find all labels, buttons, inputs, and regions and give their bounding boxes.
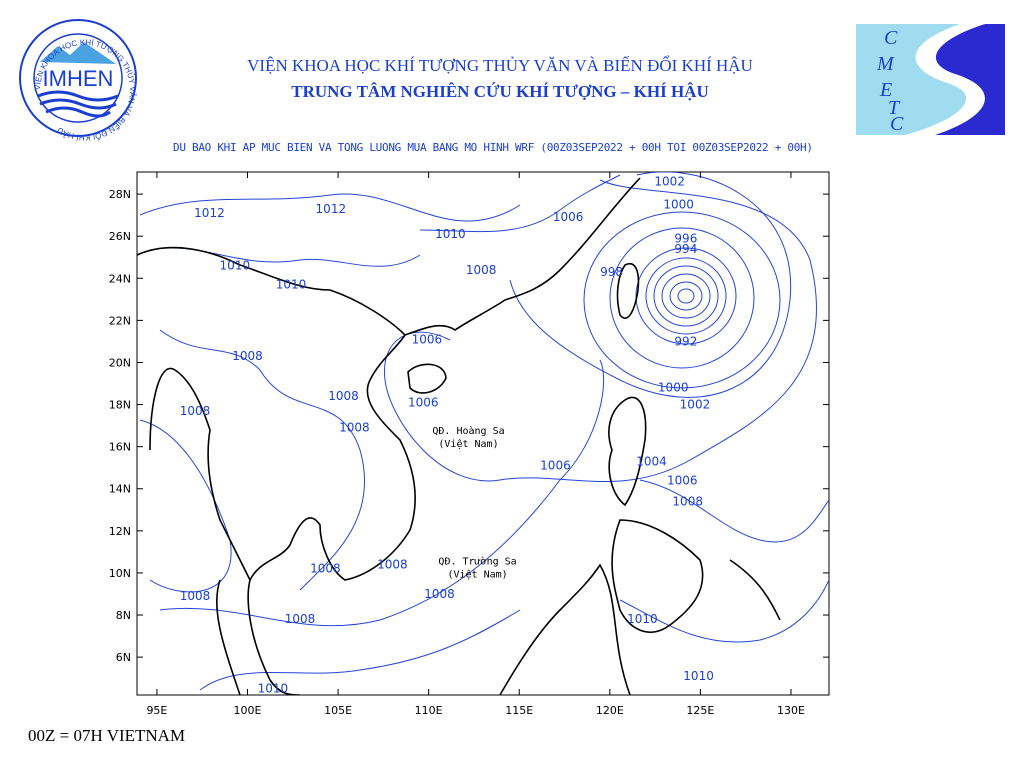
logo-letter: C [884,27,898,49]
contours [139,172,829,691]
header-line1: VIỆN KHOA HỌC KHÍ TƯỢNG THỦY VĂN VÀ BIẾN… [247,55,753,75]
contour-label: 1008 [285,612,316,626]
contour-label: 1006 [412,332,443,346]
y-tick-label: 10N [109,567,131,580]
contour-label: 1008 [232,349,263,363]
x-tick-label: 120E [596,704,624,717]
contour-label: 1008 [466,263,497,277]
footer: 00Z = 07H VIETNAM [28,726,185,745]
contour-label: 1010 [435,227,466,241]
contour-label: 1000 [663,198,694,212]
contour-label: 1008 [424,587,455,601]
contour-label: 1012 [194,206,225,220]
y-tick-label: 12N [109,525,131,538]
logo-name: IMHEN [43,66,114,91]
contour-label: 1010 [276,278,307,292]
x-tick-label: 130E [777,704,805,717]
y-tick-label: 26N [109,230,131,243]
coastlines [137,177,781,695]
contour-label: 1008 [672,494,703,508]
contour-label: 1008 [180,404,211,418]
logo-letter: C [890,113,904,135]
contour-label: 1010 [258,682,289,696]
place-note: (Việt Nam) [447,569,507,581]
contour-label: 1004 [636,454,667,468]
header-line2: TRUNG TÂM NGHIÊN CỨU KHÍ TƯỢNG – KHÍ HẬU [291,82,708,101]
logo-right [856,24,1005,135]
y-tick-label: 6N [116,651,131,664]
contour-label: 1012 [316,202,347,216]
y-tick-label: 14N [109,483,131,496]
contour-label: 1002 [654,174,685,188]
logo-letter: M [876,53,895,75]
y-tick-label: 16N [109,441,131,454]
contour-label: 996 [674,231,697,245]
map-body [137,172,829,695]
y-tick-label: 18N [109,399,131,412]
contour-label: 1006 [540,459,571,473]
contour-label: 1008 [310,562,341,576]
x-tick-label: 105E [324,704,352,717]
logo-letter: T [888,97,901,119]
x-tick-label: 125E [686,704,714,717]
y-tick-label: 8N [116,609,131,622]
contour-label: 1006 [667,473,698,487]
contour-label: 1000 [658,381,689,395]
map-subtitle: DU BAO KHI AP MUC BIEN VA TONG LUONG MUA… [173,141,813,154]
contour-label: 1008 [328,389,359,403]
y-tick-label: 20N [109,356,131,369]
contour-label: 994 [674,242,697,256]
place-note: (Việt Nam) [438,438,498,450]
contour-label: 1006 [408,395,439,409]
x-tick-label: 95E [146,704,167,717]
x-tick-label: 115E [505,704,533,717]
contour-label: 1008 [180,589,211,603]
contour-label: 1008 [339,421,370,435]
contour-label: 1008 [377,558,408,572]
logo-letter: E [879,79,892,101]
contour-label: 1002 [680,398,711,412]
y-tick-label: 24N [109,272,131,285]
contour-label: 1010 [627,612,658,626]
logo-left: IMHEN VIỆN KHOA HỌC KHÍ TƯỢNG THỦY VĂN V… [19,19,137,142]
contour-label: 998 [600,265,623,279]
y-tick-label: 22N [109,314,131,327]
y-tick-label: 28N [109,188,131,201]
x-tick-label: 110E [415,704,443,717]
map-frame [136,171,830,696]
contour-label: 1006 [553,210,584,224]
contour-label: 1010 [683,669,714,683]
place-name: QĐ. Trường Sa [438,556,516,568]
contour-label: 1010 [220,259,251,273]
contour-label: 992 [674,334,697,348]
place-name: QĐ. Hoàng Sa [432,425,504,437]
x-tick-label: 100E [234,704,262,717]
